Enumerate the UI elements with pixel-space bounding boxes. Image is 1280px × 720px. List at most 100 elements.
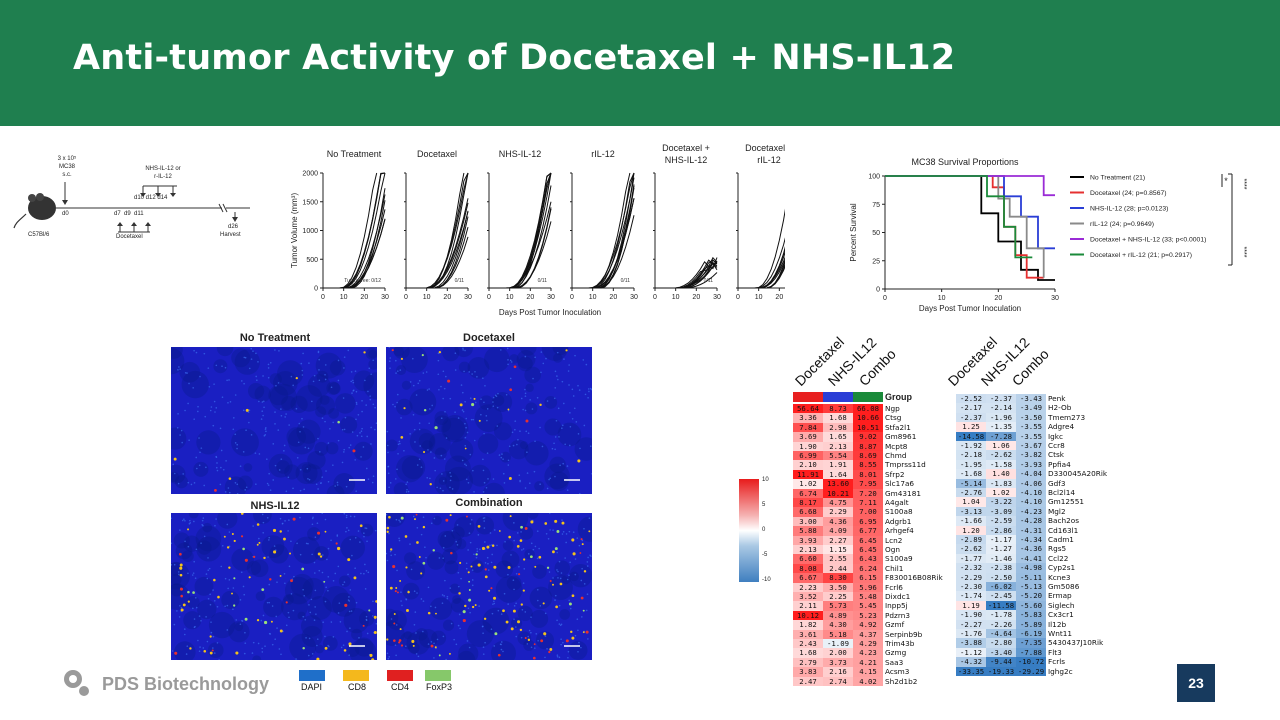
dapi-spot — [469, 397, 472, 399]
marker-spot — [404, 535, 408, 538]
dapi-spot — [549, 529, 551, 531]
dapi-spot — [356, 434, 359, 437]
dapi-spot — [530, 631, 532, 634]
heatmap-left-cell: 1.68 — [823, 413, 853, 423]
marker-spot — [393, 622, 396, 625]
dapi-spot — [560, 623, 563, 626]
dark-region — [532, 564, 547, 579]
dapi-spot — [414, 611, 417, 613]
dapi-spot — [473, 491, 475, 493]
marker-spot — [253, 555, 256, 559]
dapi-spot — [242, 451, 245, 453]
dapi-spot — [475, 556, 478, 559]
dapi-spot — [308, 637, 311, 640]
dapi-spot — [285, 624, 288, 627]
heatmap-right-gene-label: Cyp2s1 — [1048, 563, 1076, 573]
dapi-spot — [268, 536, 271, 539]
dapi-spot — [574, 558, 577, 560]
marker-spot — [418, 556, 421, 558]
dapi-spot — [222, 468, 225, 471]
dapi-spot — [453, 638, 455, 641]
tumor-growth-line — [738, 212, 801, 289]
dapi-spot — [254, 452, 257, 454]
dapi-spot — [587, 388, 590, 390]
survival-line — [885, 175, 1055, 197]
dark-region — [535, 631, 555, 650]
heatmap-left-cell: 5.48 — [853, 592, 883, 602]
dapi-spot — [327, 589, 329, 592]
marker-spot — [434, 646, 437, 649]
heatmap-right-cell: -10.72 — [1016, 657, 1046, 667]
dapi-spot — [528, 629, 531, 632]
dapi-spot — [202, 517, 205, 519]
dapi-spot — [394, 644, 397, 647]
dapi-spot — [425, 556, 427, 559]
dapi-spot — [195, 456, 198, 459]
dapi-spot — [324, 600, 327, 603]
heatmap-left-cell: 1.68 — [793, 648, 823, 658]
dapi-spot — [521, 608, 524, 611]
dapi-spot — [375, 422, 377, 425]
dapi-spot — [557, 407, 560, 410]
dark-region — [523, 639, 535, 651]
dapi-spot — [467, 607, 470, 610]
dapi-spot — [264, 645, 266, 647]
marker-spot — [549, 580, 552, 583]
dapi-spot — [493, 602, 496, 605]
dapi-spot — [313, 561, 316, 564]
dapi-spot — [171, 650, 174, 652]
survival-legend-label: Docetaxel + rIL-12 (21; p=0.2917) — [1090, 252, 1192, 259]
dapi-spot — [531, 408, 534, 410]
survival-x-tick-label: 30 — [1051, 295, 1059, 302]
dapi-spot — [245, 486, 248, 489]
dapi-spot — [409, 543, 411, 545]
group-bar-combo — [853, 392, 883, 402]
dapi-spot — [324, 373, 326, 376]
dark-region — [519, 347, 537, 356]
dapi-spot — [371, 481, 374, 484]
dapi-spot — [440, 385, 442, 388]
dark-region — [354, 637, 374, 657]
dapi-spot — [181, 519, 184, 522]
marker-spot — [244, 617, 248, 621]
dapi-spot — [365, 615, 368, 618]
dark-region — [393, 482, 409, 494]
dark-region — [281, 395, 297, 411]
dapi-spot — [280, 414, 283, 417]
dark-region — [395, 455, 424, 483]
marker-spot — [400, 357, 403, 360]
dapi-spot — [430, 522, 433, 525]
dark-region — [454, 347, 474, 358]
dapi-spot — [220, 565, 223, 568]
dark-region — [421, 440, 433, 452]
dapi-spot — [433, 642, 435, 645]
day0-label: d0 — [62, 211, 69, 217]
dapi-spot — [500, 641, 503, 643]
tumor-free-annotation: Tumor free: 0/12 — [344, 278, 381, 284]
dapi-spot — [507, 464, 510, 466]
heatmap-left-cell: 4.36 — [823, 516, 853, 527]
dapi-spot — [522, 408, 524, 411]
dapi-spot — [530, 646, 533, 649]
dapi-spot — [235, 619, 238, 621]
heatmap-right-cell: -1.96 — [986, 412, 1016, 423]
marker-spot — [529, 555, 533, 559]
dark-region — [328, 382, 341, 395]
heatmap-right-cell: -3.50 — [1016, 412, 1046, 423]
dapi-spot — [274, 423, 276, 425]
dapi-spot — [332, 579, 335, 582]
marker-spot — [520, 603, 523, 606]
dapi-spot — [507, 359, 509, 361]
dapi-spot — [227, 487, 230, 489]
tumor-free-annotation: 0/11 — [621, 278, 631, 284]
dapi-spot — [234, 442, 237, 444]
heatmap-left-gene-label: Gm8961 — [885, 432, 917, 442]
dapi-spot — [177, 571, 180, 573]
heatmap-right: -2.52 -2.37 -3.43 Penk -2.17 -2.14 -3.49 H2-Ob -… — [956, 394, 1121, 704]
dapi-spot — [354, 536, 357, 539]
dark-region — [510, 617, 523, 629]
dapi-spot — [568, 574, 570, 577]
dapi-spot — [557, 570, 559, 573]
dapi-spot — [274, 464, 277, 467]
heatmap-right-gene-label: 5430437J10Rik — [1048, 638, 1104, 648]
